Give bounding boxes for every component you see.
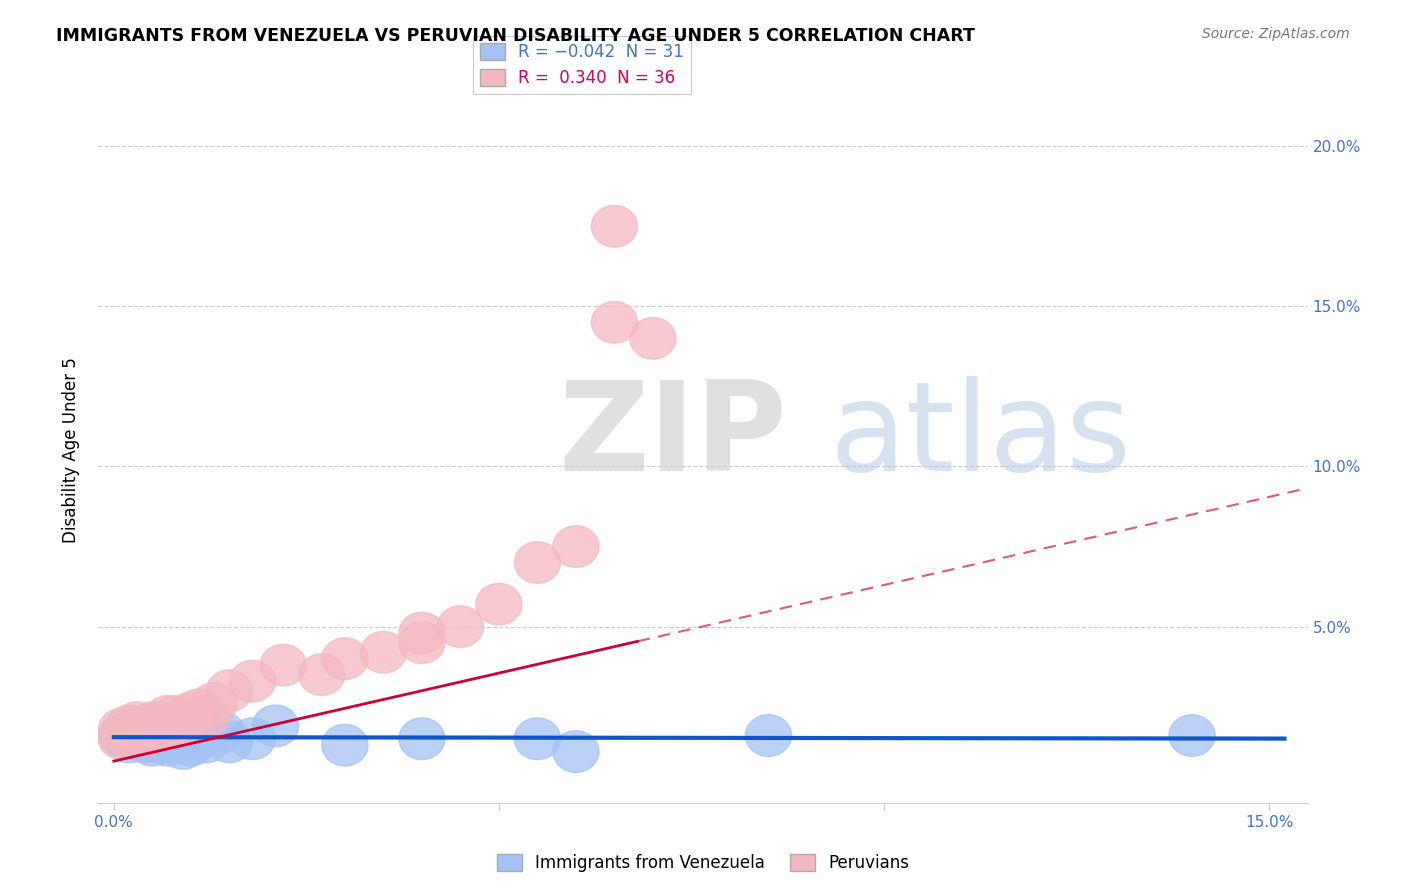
Ellipse shape <box>183 721 229 763</box>
Ellipse shape <box>322 724 368 766</box>
Ellipse shape <box>176 690 222 731</box>
Ellipse shape <box>145 708 191 750</box>
Ellipse shape <box>191 682 238 724</box>
Ellipse shape <box>114 708 160 750</box>
Ellipse shape <box>260 644 307 686</box>
Ellipse shape <box>630 318 676 359</box>
Ellipse shape <box>437 606 484 648</box>
Ellipse shape <box>207 670 253 712</box>
Ellipse shape <box>160 702 207 744</box>
Ellipse shape <box>176 718 222 760</box>
Ellipse shape <box>167 724 214 766</box>
Text: atlas: atlas <box>830 376 1132 497</box>
Ellipse shape <box>360 632 406 673</box>
Text: Source: ZipAtlas.com: Source: ZipAtlas.com <box>1202 27 1350 41</box>
Ellipse shape <box>152 721 198 763</box>
Ellipse shape <box>136 702 183 744</box>
Ellipse shape <box>229 660 276 702</box>
Ellipse shape <box>129 724 176 766</box>
Ellipse shape <box>105 714 152 756</box>
Ellipse shape <box>553 731 599 772</box>
Ellipse shape <box>229 718 276 760</box>
Ellipse shape <box>105 712 152 753</box>
Ellipse shape <box>105 705 152 747</box>
Ellipse shape <box>145 724 191 766</box>
Text: IMMIGRANTS FROM VENEZUELA VS PERUVIAN DISABILITY AGE UNDER 5 CORRELATION CHART: IMMIGRANTS FROM VENEZUELA VS PERUVIAN DI… <box>56 27 976 45</box>
Ellipse shape <box>253 705 298 747</box>
Ellipse shape <box>114 712 160 753</box>
Ellipse shape <box>152 696 198 737</box>
Ellipse shape <box>1168 714 1215 756</box>
Ellipse shape <box>592 301 637 343</box>
Ellipse shape <box>114 718 160 760</box>
Ellipse shape <box>121 714 167 756</box>
Ellipse shape <box>98 714 145 756</box>
Ellipse shape <box>121 705 167 747</box>
Ellipse shape <box>745 714 792 756</box>
Ellipse shape <box>167 692 214 734</box>
Ellipse shape <box>136 714 183 756</box>
Ellipse shape <box>129 712 176 753</box>
Ellipse shape <box>152 714 198 756</box>
Ellipse shape <box>322 638 368 680</box>
Ellipse shape <box>98 708 145 750</box>
Legend: Immigrants from Venezuela, Peruvians: Immigrants from Venezuela, Peruvians <box>491 847 915 879</box>
Ellipse shape <box>198 712 245 753</box>
Ellipse shape <box>136 708 183 750</box>
Ellipse shape <box>167 714 214 756</box>
Ellipse shape <box>207 721 253 763</box>
Ellipse shape <box>515 718 561 760</box>
Ellipse shape <box>145 712 191 753</box>
Ellipse shape <box>129 714 176 756</box>
Ellipse shape <box>160 718 207 760</box>
Ellipse shape <box>145 696 191 737</box>
Ellipse shape <box>592 205 637 247</box>
Ellipse shape <box>399 718 444 760</box>
Ellipse shape <box>399 612 444 654</box>
Ellipse shape <box>160 728 207 769</box>
Ellipse shape <box>298 654 344 696</box>
Ellipse shape <box>183 696 229 737</box>
Y-axis label: Disability Age Under 5: Disability Age Under 5 <box>62 358 80 543</box>
Ellipse shape <box>475 583 522 625</box>
Ellipse shape <box>399 622 444 664</box>
Ellipse shape <box>152 705 198 747</box>
Ellipse shape <box>114 702 160 744</box>
Ellipse shape <box>121 712 167 753</box>
Ellipse shape <box>136 721 183 763</box>
Text: ZIP: ZIP <box>558 376 786 497</box>
Ellipse shape <box>553 525 599 567</box>
Ellipse shape <box>105 721 152 763</box>
Ellipse shape <box>98 718 145 760</box>
Ellipse shape <box>129 702 176 744</box>
Ellipse shape <box>515 541 561 583</box>
Ellipse shape <box>121 721 167 763</box>
